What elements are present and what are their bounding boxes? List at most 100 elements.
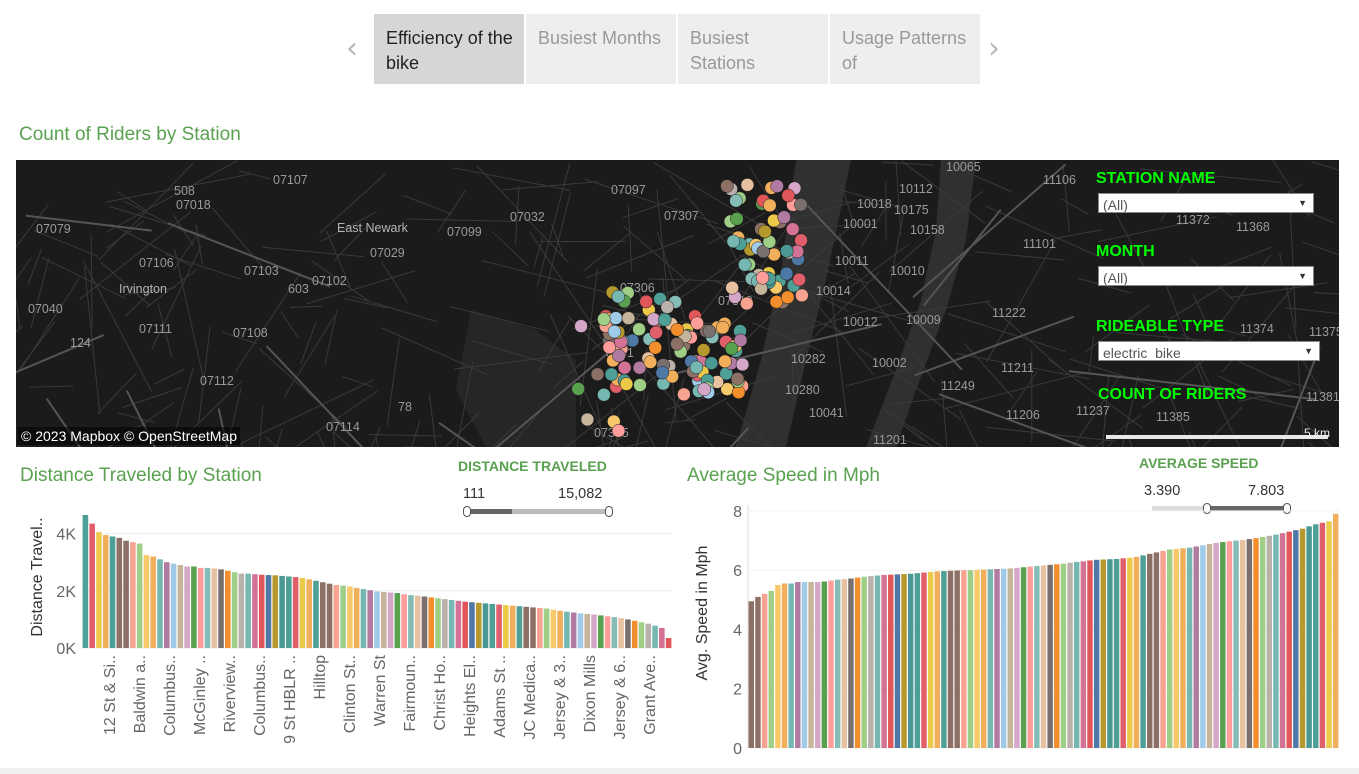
distance-bar[interactable] xyxy=(401,594,407,648)
distance-bar[interactable] xyxy=(577,613,584,648)
speed-bar[interactable] xyxy=(1299,528,1306,748)
distance-bar[interactable] xyxy=(591,614,597,648)
speed-bar[interactable] xyxy=(1319,522,1326,748)
station-marker[interactable] xyxy=(738,257,752,272)
distance-bar[interactable] xyxy=(353,587,360,648)
speed-bar[interactable] xyxy=(841,579,848,748)
distance-bar[interactable] xyxy=(611,617,618,648)
station-marker[interactable] xyxy=(779,266,794,281)
speed-bar[interactable] xyxy=(1020,567,1027,748)
speed-bar[interactable] xyxy=(821,581,828,748)
distance-bar[interactable] xyxy=(319,582,326,648)
distance-bar[interactable] xyxy=(516,606,523,648)
station-marker[interactable] xyxy=(632,360,647,375)
distance-min-handle[interactable] xyxy=(463,506,471,517)
distance-bar[interactable] xyxy=(225,570,231,648)
speed-bar[interactable] xyxy=(927,571,934,748)
speed-bar[interactable] xyxy=(1186,547,1193,748)
speed-range-slider[interactable] xyxy=(1152,503,1291,514)
speed-bar[interactable] xyxy=(1007,568,1014,748)
speed-bar[interactable] xyxy=(994,569,1000,748)
station-marker[interactable] xyxy=(632,322,646,336)
distance-bar[interactable] xyxy=(564,611,570,648)
station-marker[interactable] xyxy=(660,300,675,314)
speed-bar[interactable] xyxy=(1067,562,1073,748)
station-marker[interactable] xyxy=(792,272,807,287)
station-marker[interactable] xyxy=(730,212,744,226)
speed-bar[interactable] xyxy=(1153,552,1160,748)
distance-bar[interactable] xyxy=(509,605,516,648)
station-marker[interactable] xyxy=(770,179,784,193)
speed-bar[interactable] xyxy=(914,573,921,748)
distance-bar[interactable] xyxy=(299,577,306,648)
speed-bar[interactable] xyxy=(1326,521,1332,748)
distance-bar[interactable] xyxy=(462,601,468,648)
speed-bar[interactable] xyxy=(1239,539,1246,748)
speed-bar[interactable] xyxy=(755,596,761,748)
speed-bar[interactable] xyxy=(854,577,861,748)
speed-bar[interactable] xyxy=(808,582,814,748)
distance-bar[interactable] xyxy=(191,566,197,648)
distance-bar[interactable] xyxy=(374,591,380,648)
distance-bar[interactable] xyxy=(313,580,319,648)
speed-bar[interactable] xyxy=(1060,563,1067,748)
distance-bar[interactable] xyxy=(292,577,299,648)
distance-bar[interactable] xyxy=(136,543,143,648)
speed-bar[interactable] xyxy=(954,570,960,748)
distance-bar[interactable] xyxy=(631,620,638,648)
speed-bar[interactable] xyxy=(861,576,867,748)
speed-bar[interactable] xyxy=(1253,538,1259,748)
distance-bar[interactable] xyxy=(618,618,624,648)
station-marker[interactable] xyxy=(781,188,795,203)
station-marker[interactable] xyxy=(724,341,739,356)
distance-bar[interactable] xyxy=(286,576,292,649)
distance-bar[interactable] xyxy=(414,595,421,648)
distance-bar[interactable] xyxy=(279,575,285,648)
station-marker[interactable] xyxy=(729,193,743,208)
speed-bar[interactable] xyxy=(921,572,927,748)
distance-bar[interactable] xyxy=(604,616,611,648)
speed-bar[interactable] xyxy=(1160,550,1166,748)
story-tab-1[interactable]: Efficiency of the bike xyxy=(374,14,524,84)
distance-bar[interactable] xyxy=(204,567,211,648)
chevron-down-icon[interactable]: ▼ xyxy=(1298,271,1307,281)
distance-bar[interactable] xyxy=(82,515,89,648)
distance-bar[interactable] xyxy=(272,575,279,648)
distance-bar[interactable] xyxy=(367,590,374,648)
distance-bar[interactable] xyxy=(496,604,502,648)
distance-bar[interactable] xyxy=(550,609,557,648)
distance-bar[interactable] xyxy=(96,532,102,648)
station-marker[interactable] xyxy=(740,296,754,311)
speed-max-handle[interactable] xyxy=(1283,503,1291,514)
speed-bar[interactable] xyxy=(1332,513,1339,748)
distance-bar[interactable] xyxy=(258,574,265,648)
distance-bar[interactable] xyxy=(245,573,251,648)
speed-bar[interactable] xyxy=(1306,526,1312,748)
distance-bar[interactable] xyxy=(659,627,665,648)
speed-min-handle[interactable] xyxy=(1203,503,1211,514)
distance-bar[interactable] xyxy=(347,586,353,648)
distance-bar[interactable] xyxy=(489,603,496,648)
station-marker[interactable] xyxy=(607,324,622,339)
distance-bar[interactable] xyxy=(170,563,177,648)
speed-bar[interactable] xyxy=(1140,555,1146,748)
distance-bar[interactable] xyxy=(380,591,387,648)
distance-bar[interactable] xyxy=(503,605,509,648)
story-tab-4[interactable]: Usage Patterns of xyxy=(830,14,980,84)
station-marker[interactable] xyxy=(720,179,734,193)
station-marker[interactable] xyxy=(633,378,647,392)
distance-bar[interactable] xyxy=(360,589,367,648)
station-marker[interactable] xyxy=(780,290,795,305)
speed-bar[interactable] xyxy=(1100,559,1106,748)
speed-bar[interactable] xyxy=(868,576,874,748)
filter-station-dropdown[interactable]: (All) ▼ xyxy=(1098,193,1314,213)
speed-bar[interactable] xyxy=(888,574,894,748)
distance-bar[interactable] xyxy=(557,610,563,648)
station-marker[interactable] xyxy=(604,367,619,382)
speed-bar[interactable] xyxy=(1073,561,1080,748)
station-marker[interactable] xyxy=(597,312,611,326)
distance-bar[interactable] xyxy=(231,572,238,648)
speed-bar[interactable] xyxy=(907,573,914,748)
map-attribution[interactable]: © 2023 Mapbox © OpenStreetMap xyxy=(18,427,240,445)
speed-bar[interactable] xyxy=(788,583,794,748)
